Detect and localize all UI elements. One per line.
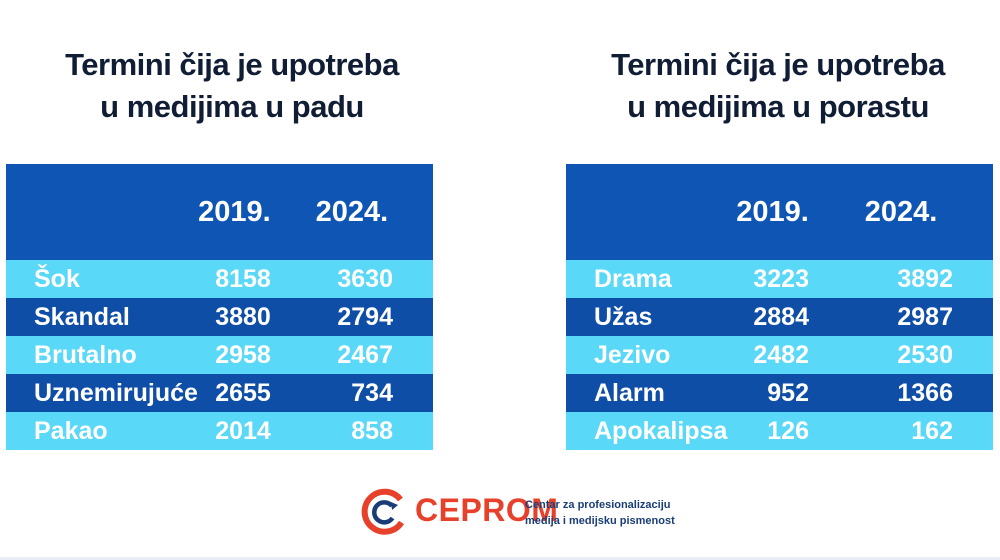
table-row: Apokalipsa 126 162 bbox=[566, 412, 993, 450]
table-row: Uznemirujuće 2655 734 bbox=[6, 374, 433, 412]
term-label: Uznemirujuće bbox=[34, 378, 198, 407]
value-2019: 2884 bbox=[753, 302, 809, 331]
header-blank bbox=[6, 164, 198, 260]
value-2019: 2655 bbox=[215, 378, 271, 407]
value-2024: 3630 bbox=[337, 264, 393, 293]
table-row: Jezivo 2482 2530 bbox=[566, 336, 993, 374]
table-row: Skandal 3880 2794 bbox=[6, 298, 433, 336]
value-2024: 162 bbox=[911, 416, 953, 445]
right-title-line-2: u medijima u porastu bbox=[627, 89, 929, 124]
header-year-2024: 2024. bbox=[315, 195, 389, 228]
logo-subtitle-line-2: medija i medijsku pismenost bbox=[525, 515, 675, 527]
value-2019: 3880 bbox=[215, 302, 271, 331]
value-2024: 2987 bbox=[897, 302, 953, 331]
value-2024: 734 bbox=[351, 378, 393, 407]
header-year-2024: 2024. bbox=[864, 195, 938, 228]
value-2019: 126 bbox=[767, 416, 809, 445]
value-2019: 8158 bbox=[215, 264, 271, 293]
table-row: Brutalno 2958 2467 bbox=[6, 336, 433, 374]
table-header-row: 2019. 2024. bbox=[566, 164, 993, 260]
term-label: Apokalipsa bbox=[594, 416, 728, 445]
logo-wordmark: CEPROM bbox=[415, 492, 559, 528]
ceprom-logo-icon bbox=[361, 488, 405, 535]
term-label: Drama bbox=[594, 264, 672, 293]
table-row: Pakao 2014 858 bbox=[6, 412, 433, 450]
value-2024: 858 bbox=[351, 416, 393, 445]
value-2024: 2467 bbox=[337, 340, 393, 369]
logo-subtitle: Centar za profesionalizaciju medija i me… bbox=[525, 497, 675, 529]
table-row: Alarm 952 1366 bbox=[566, 374, 993, 412]
logo-subtitle-line-1: Centar za profesionalizaciju bbox=[525, 499, 671, 511]
header-year-2019: 2019. bbox=[736, 195, 809, 228]
value-2024: 1366 bbox=[897, 378, 953, 407]
value-2024: 3892 bbox=[897, 264, 953, 293]
term-label: Šok bbox=[34, 264, 80, 293]
value-2024: 2794 bbox=[337, 302, 393, 331]
value-2024: 2530 bbox=[897, 340, 953, 369]
left-table-title: Termini čija je upotreba u medijima u pa… bbox=[2, 44, 462, 128]
declining-terms-table: 2019. 2024. Šok 8158 3630 Skandal 3880 2… bbox=[6, 164, 433, 450]
header-year-2019: 2019. bbox=[198, 195, 271, 228]
right-title-line-1: Termini čija je upotreba bbox=[611, 47, 945, 82]
table-row: Užas 2884 2987 bbox=[566, 298, 993, 336]
value-2019: 2958 bbox=[215, 340, 271, 369]
table-row: Šok 8158 3630 bbox=[6, 260, 433, 298]
term-label: Užas bbox=[594, 302, 653, 331]
value-2019: 2482 bbox=[753, 340, 809, 369]
term-label: Brutalno bbox=[34, 340, 137, 369]
right-table-title: Termini čija je upotreba u medijima u po… bbox=[548, 44, 1000, 128]
bottom-divider bbox=[0, 557, 1000, 560]
value-2019: 2014 bbox=[215, 416, 271, 445]
rising-terms-table: 2019. 2024. Drama 3223 3892 Užas 2884 29… bbox=[566, 164, 993, 450]
table-row: Drama 3223 3892 bbox=[566, 260, 993, 298]
term-label: Pakao bbox=[34, 416, 108, 445]
value-2019: 3223 bbox=[753, 264, 809, 293]
table-header-row: 2019. 2024. bbox=[6, 164, 433, 260]
term-label: Jezivo bbox=[594, 340, 671, 369]
left-title-line-1: Termini čija je upotreba bbox=[65, 47, 399, 82]
left-title-line-2: u medijima u padu bbox=[100, 89, 364, 124]
term-label: Alarm bbox=[594, 378, 665, 407]
header-blank bbox=[566, 164, 736, 260]
term-label: Skandal bbox=[34, 302, 130, 331]
value-2019: 952 bbox=[767, 378, 809, 407]
